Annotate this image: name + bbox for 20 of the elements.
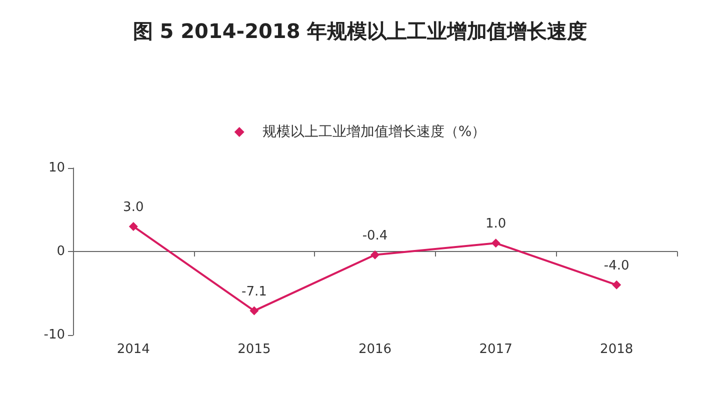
point [250, 306, 259, 316]
data-label: -7.1 [242, 284, 267, 300]
x-tick-label: 2017 [479, 342, 512, 357]
point [128, 222, 138, 231]
x-tick-label: 2015 [238, 342, 271, 357]
data-label: -0.4 [362, 228, 388, 244]
legend-label: 规模以上工业增加值增长速度（%） [262, 124, 486, 140]
x-tick-label: 2014 [116, 342, 150, 357]
point [491, 238, 500, 248]
data-label: -4.0 [604, 258, 630, 274]
x-tick-label: 2018 [600, 342, 634, 357]
data-label: 1.0 [485, 216, 506, 232]
point [370, 250, 380, 260]
data-label: 3.0 [123, 200, 144, 215]
y-tick-label: 10 [48, 160, 65, 176]
y-tick-label: 0 [56, 244, 65, 259]
point [612, 280, 622, 290]
x-tick-label: 2016 [358, 342, 392, 357]
chart-title: 图 5 2014-2018 年规模以上工业增加值增长速度 [132, 19, 588, 43]
y-tick-label: -10 [44, 328, 65, 342]
